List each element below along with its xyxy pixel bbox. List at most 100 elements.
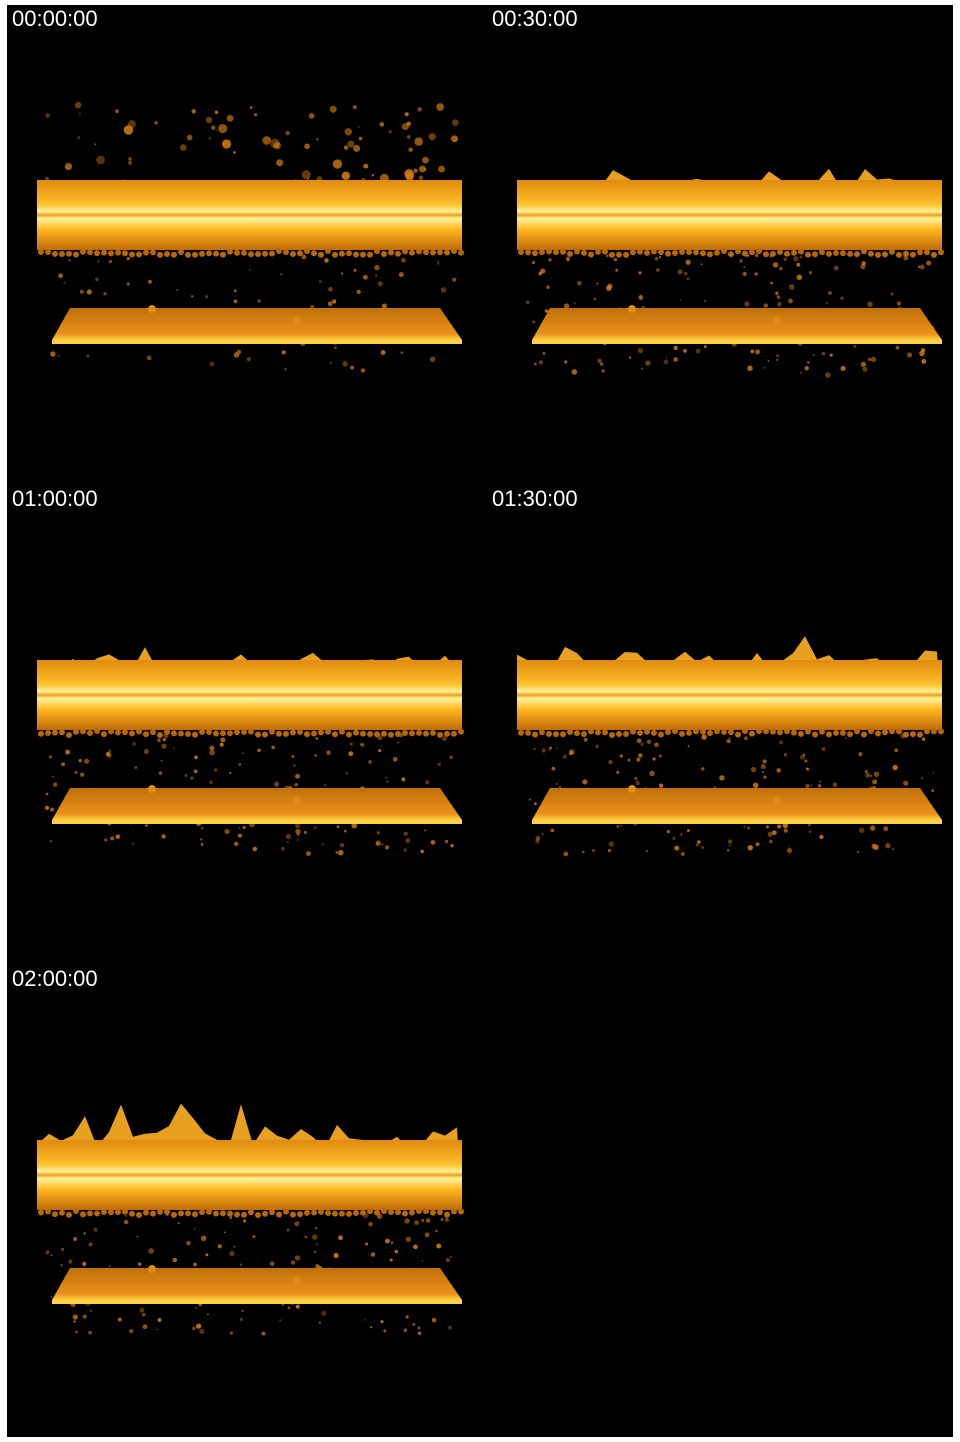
- particle: [234, 842, 238, 846]
- band-edge: [444, 731, 450, 737]
- particle: [173, 1258, 178, 1263]
- plate-edge: [52, 1300, 462, 1304]
- band-edge: [304, 731, 310, 737]
- band-edge: [227, 730, 233, 736]
- particle: [614, 258, 617, 261]
- band-edge: [917, 249, 923, 255]
- band-edge: [360, 1210, 366, 1216]
- band-edge: [395, 1209, 401, 1215]
- timestamp: 01:30:00: [492, 486, 578, 511]
- band-edge: [665, 729, 671, 735]
- particle: [636, 758, 640, 762]
- band-edge: [416, 730, 422, 736]
- particle: [148, 280, 152, 284]
- band-edge: [458, 1208, 464, 1214]
- band-edge: [616, 252, 622, 258]
- bead: [293, 1276, 301, 1284]
- band-edge: [108, 250, 114, 256]
- particle: [426, 1218, 431, 1223]
- band-edge: [458, 729, 464, 735]
- particle: [234, 1246, 236, 1248]
- particle: [751, 767, 756, 772]
- particle: [142, 1324, 147, 1329]
- particle: [199, 1329, 204, 1334]
- bead: [293, 316, 301, 324]
- particle: [322, 843, 324, 845]
- band-edge: [129, 252, 135, 258]
- band-edge: [59, 251, 65, 257]
- particle: [417, 107, 422, 112]
- particle: [796, 263, 800, 267]
- particle: [413, 1245, 418, 1250]
- band-edge: [532, 250, 538, 256]
- band-edge: [136, 1212, 142, 1218]
- particle: [438, 166, 445, 173]
- particle: [389, 130, 392, 133]
- band-edge: [791, 250, 797, 256]
- band-edge: [553, 249, 559, 255]
- particle: [678, 269, 683, 274]
- particle: [667, 830, 670, 833]
- band-edge: [283, 249, 289, 255]
- particle: [209, 137, 211, 139]
- band-edge: [290, 730, 296, 736]
- particle: [324, 784, 326, 786]
- particle: [696, 349, 701, 354]
- band-edge: [73, 251, 79, 257]
- particle: [606, 285, 611, 290]
- bead: [628, 305, 636, 313]
- particle: [563, 852, 568, 857]
- plate-edge: [52, 820, 462, 824]
- particle: [435, 1230, 438, 1233]
- particle: [437, 263, 439, 265]
- particle: [920, 265, 925, 270]
- band-edge: [381, 251, 387, 257]
- band-edge: [101, 250, 107, 256]
- band-edge: [826, 251, 832, 257]
- band-edge: [679, 731, 685, 737]
- band-edge: [290, 1212, 296, 1218]
- particle: [639, 295, 642, 298]
- particle: [327, 751, 331, 755]
- band-edge: [164, 1209, 170, 1215]
- plate: [52, 1268, 462, 1300]
- particle: [382, 303, 387, 308]
- particle: [825, 372, 831, 378]
- particle: [405, 838, 410, 843]
- particle: [319, 280, 322, 283]
- band-edge: [595, 249, 601, 255]
- plate-edge: [532, 820, 942, 824]
- particle: [784, 753, 787, 756]
- particle: [80, 773, 84, 777]
- band-edge: [276, 731, 282, 737]
- particle: [861, 362, 866, 367]
- particle: [870, 825, 875, 830]
- particle: [784, 829, 788, 833]
- band-edge: [318, 1209, 324, 1215]
- band-edge: [840, 730, 846, 736]
- particle: [138, 1262, 141, 1265]
- band-edge: [402, 730, 408, 736]
- band-edge: [94, 1210, 100, 1216]
- particle: [110, 836, 114, 840]
- band-edge: [777, 729, 783, 735]
- particle: [156, 1329, 158, 1331]
- particle: [216, 129, 218, 131]
- particle: [873, 845, 879, 851]
- particle: [822, 352, 825, 355]
- band-edge: [171, 730, 177, 736]
- band-edge: [840, 250, 846, 256]
- particle: [125, 1215, 127, 1217]
- particle: [368, 1222, 372, 1226]
- band-edge: [178, 1210, 184, 1216]
- particle: [422, 157, 429, 164]
- particle: [243, 1220, 246, 1223]
- particle: [201, 827, 203, 829]
- band: [37, 1140, 462, 1210]
- particle: [775, 292, 778, 295]
- band-edge: [129, 1211, 135, 1217]
- particle: [238, 763, 241, 766]
- particle: [207, 1313, 209, 1315]
- band: [517, 180, 942, 250]
- particle: [330, 106, 337, 113]
